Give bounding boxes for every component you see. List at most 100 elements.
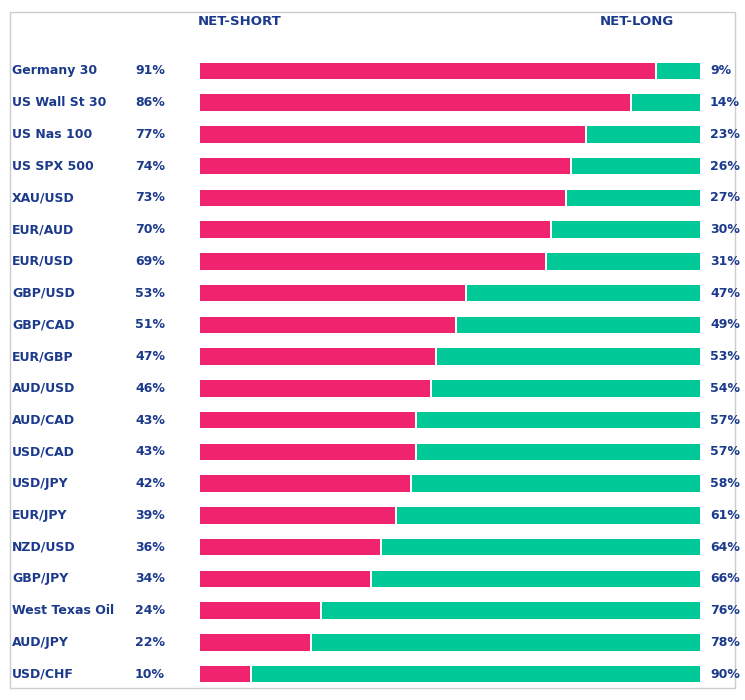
Text: 57%: 57% bbox=[710, 445, 740, 458]
Text: 43%: 43% bbox=[135, 414, 165, 426]
Text: 34%: 34% bbox=[135, 573, 165, 585]
Text: XAU/USD: XAU/USD bbox=[12, 191, 74, 204]
Text: AUD/JPY: AUD/JPY bbox=[12, 636, 69, 649]
Bar bbox=[200, 62, 655, 79]
Text: 46%: 46% bbox=[135, 382, 165, 395]
Text: 39%: 39% bbox=[136, 509, 165, 522]
Bar bbox=[200, 158, 570, 174]
Text: USD/CAD: USD/CAD bbox=[12, 445, 75, 458]
Bar bbox=[656, 62, 700, 79]
Text: 14%: 14% bbox=[710, 96, 740, 109]
Bar bbox=[200, 94, 630, 111]
Text: 64%: 64% bbox=[710, 540, 740, 554]
Text: 22%: 22% bbox=[135, 636, 165, 649]
Bar bbox=[252, 666, 700, 682]
Text: US Nas 100: US Nas 100 bbox=[12, 128, 92, 141]
Bar bbox=[200, 126, 585, 143]
Text: 86%: 86% bbox=[136, 96, 165, 109]
Bar bbox=[311, 634, 700, 650]
Text: Germany 30: Germany 30 bbox=[12, 64, 97, 78]
Bar bbox=[322, 603, 700, 619]
Bar bbox=[200, 285, 465, 302]
Text: NET-SHORT: NET-SHORT bbox=[198, 15, 282, 28]
Bar bbox=[632, 94, 700, 111]
Text: 51%: 51% bbox=[135, 318, 165, 331]
Text: EUR/USD: EUR/USD bbox=[12, 255, 74, 268]
Bar bbox=[200, 349, 435, 365]
Bar bbox=[416, 444, 700, 460]
Bar bbox=[547, 253, 700, 270]
Bar bbox=[200, 316, 455, 333]
Text: West Texas Oil: West Texas Oil bbox=[12, 604, 114, 617]
Text: EUR/GBP: EUR/GBP bbox=[12, 350, 74, 363]
Bar bbox=[566, 190, 700, 206]
Text: 69%: 69% bbox=[136, 255, 165, 268]
Bar bbox=[431, 380, 700, 397]
Text: AUD/CAD: AUD/CAD bbox=[12, 414, 75, 426]
Text: GBP/USD: GBP/USD bbox=[12, 286, 74, 300]
Text: 58%: 58% bbox=[710, 477, 740, 490]
Text: 47%: 47% bbox=[135, 350, 165, 363]
Bar bbox=[200, 253, 545, 270]
Bar bbox=[200, 412, 415, 428]
Text: 26%: 26% bbox=[710, 160, 740, 173]
Text: 24%: 24% bbox=[135, 604, 165, 617]
Text: NET-LONG: NET-LONG bbox=[600, 15, 674, 28]
Bar bbox=[200, 666, 250, 682]
Bar bbox=[372, 570, 700, 587]
Text: 74%: 74% bbox=[135, 160, 165, 173]
Text: EUR/JPY: EUR/JPY bbox=[12, 509, 68, 522]
Text: AUD/USD: AUD/USD bbox=[12, 382, 75, 395]
Bar bbox=[571, 158, 700, 174]
Bar bbox=[466, 285, 700, 302]
Bar bbox=[437, 349, 700, 365]
Text: 66%: 66% bbox=[710, 573, 740, 585]
Text: 36%: 36% bbox=[136, 540, 165, 554]
Bar bbox=[200, 221, 550, 238]
Bar bbox=[200, 539, 380, 555]
Bar bbox=[381, 539, 700, 555]
Text: USD/CHF: USD/CHF bbox=[12, 668, 74, 680]
Text: 78%: 78% bbox=[710, 636, 740, 649]
Text: 42%: 42% bbox=[135, 477, 165, 490]
Bar bbox=[396, 507, 700, 524]
Text: 76%: 76% bbox=[710, 604, 740, 617]
Text: NZD/USD: NZD/USD bbox=[12, 540, 76, 554]
Text: 23%: 23% bbox=[710, 128, 740, 141]
Text: 61%: 61% bbox=[710, 509, 740, 522]
Text: 31%: 31% bbox=[710, 255, 740, 268]
Bar bbox=[416, 412, 700, 428]
Text: 9%: 9% bbox=[710, 64, 731, 78]
Bar bbox=[200, 190, 565, 206]
Text: 70%: 70% bbox=[135, 223, 165, 236]
Text: 49%: 49% bbox=[710, 318, 740, 331]
Text: US Wall St 30: US Wall St 30 bbox=[12, 96, 107, 109]
Text: 30%: 30% bbox=[710, 223, 740, 236]
Text: 77%: 77% bbox=[135, 128, 165, 141]
Bar bbox=[200, 380, 430, 397]
Bar bbox=[457, 316, 700, 333]
Text: 73%: 73% bbox=[135, 191, 165, 204]
Text: 90%: 90% bbox=[710, 668, 740, 680]
Bar bbox=[200, 444, 415, 460]
Text: 53%: 53% bbox=[135, 286, 165, 300]
Bar bbox=[200, 603, 320, 619]
Bar bbox=[200, 507, 395, 524]
Bar bbox=[551, 221, 700, 238]
Text: USD/JPY: USD/JPY bbox=[12, 477, 69, 490]
Text: 53%: 53% bbox=[710, 350, 740, 363]
Text: 10%: 10% bbox=[135, 668, 165, 680]
Bar bbox=[200, 634, 310, 650]
Text: EUR/AUD: EUR/AUD bbox=[12, 223, 74, 236]
Text: 47%: 47% bbox=[710, 286, 740, 300]
Text: US SPX 500: US SPX 500 bbox=[12, 160, 94, 173]
Text: 57%: 57% bbox=[710, 414, 740, 426]
Bar bbox=[411, 475, 700, 492]
Text: 27%: 27% bbox=[710, 191, 740, 204]
Text: 54%: 54% bbox=[710, 382, 740, 395]
Text: 43%: 43% bbox=[135, 445, 165, 458]
Bar bbox=[200, 570, 370, 587]
Bar bbox=[586, 126, 700, 143]
Text: GBP/CAD: GBP/CAD bbox=[12, 318, 74, 331]
Text: GBP/JPY: GBP/JPY bbox=[12, 573, 69, 585]
